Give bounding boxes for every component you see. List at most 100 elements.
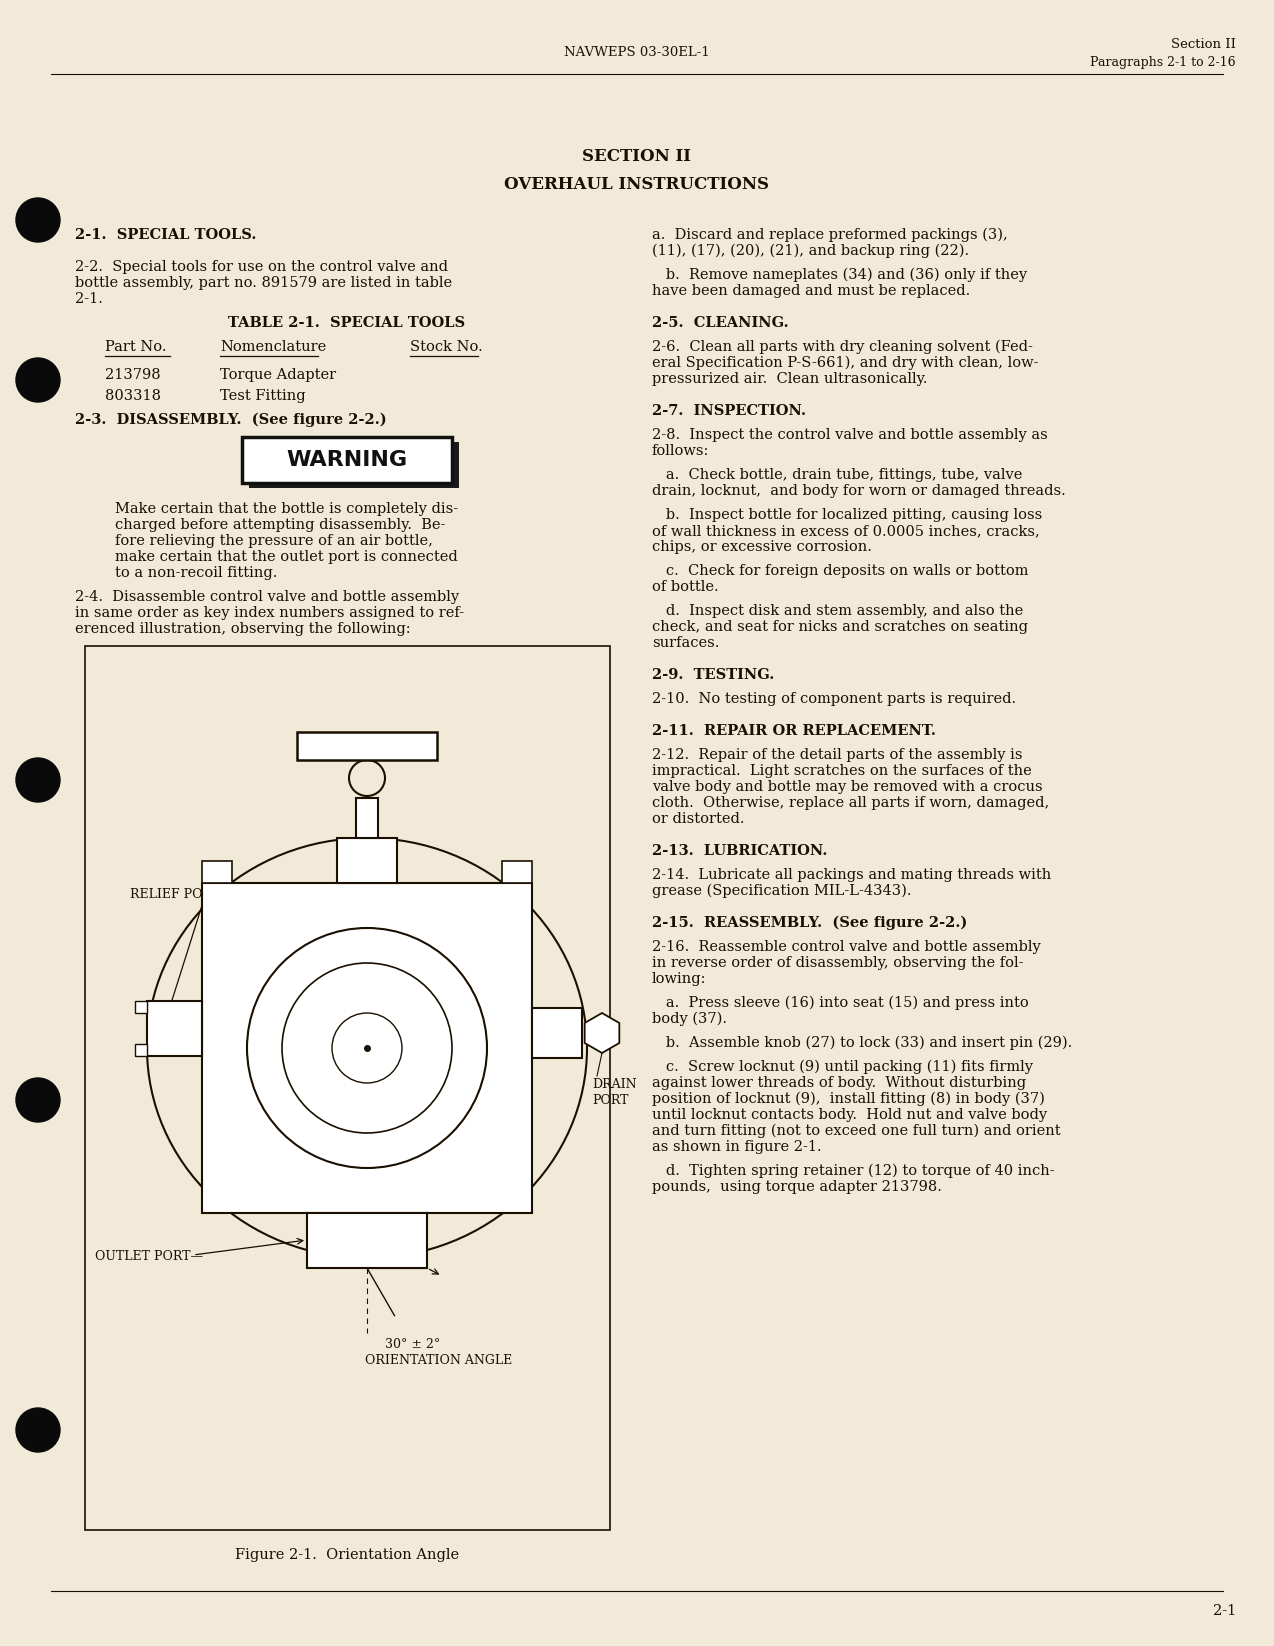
FancyBboxPatch shape (203, 861, 232, 882)
Text: SECTION II: SECTION II (582, 148, 692, 165)
Text: 2-11.  REPAIR OR REPLACEMENT.: 2-11. REPAIR OR REPLACEMENT. (652, 724, 936, 737)
Text: b.  Remove nameplates (34) and (36) only if they: b. Remove nameplates (34) and (36) only … (652, 268, 1027, 283)
Text: 213798: 213798 (104, 369, 161, 382)
Text: of bottle.: of bottle. (652, 579, 719, 594)
Text: Stock No.: Stock No. (410, 341, 483, 354)
FancyBboxPatch shape (135, 1044, 147, 1057)
Text: cloth.  Otherwise, replace all parts if worn, damaged,: cloth. Otherwise, replace all parts if w… (652, 797, 1050, 810)
Text: 2-8.  Inspect the control valve and bottle assembly as: 2-8. Inspect the control valve and bottl… (652, 428, 1047, 443)
Text: 2-1: 2-1 (1213, 1603, 1236, 1618)
Text: check, and seat for nicks and scratches on seating: check, and seat for nicks and scratches … (652, 621, 1028, 634)
Text: 2-1.  SPECIAL TOOLS.: 2-1. SPECIAL TOOLS. (75, 229, 256, 242)
Text: ORIENTATION ANGLE: ORIENTATION ANGLE (364, 1355, 512, 1366)
Text: c.  Check for foreign deposits on walls or bottom: c. Check for foreign deposits on walls o… (652, 565, 1028, 578)
Text: d.  Inspect disk and stem assembly, and also the: d. Inspect disk and stem assembly, and a… (652, 604, 1023, 617)
Text: 2-2.  Special tools for use on the control valve and: 2-2. Special tools for use on the contro… (75, 260, 448, 273)
Text: impractical.  Light scratches on the surfaces of the: impractical. Light scratches on the surf… (652, 764, 1032, 779)
Text: 2-16.  Reassemble control valve and bottle assembly: 2-16. Reassemble control valve and bottl… (652, 940, 1041, 955)
Text: Make certain that the bottle is completely dis-: Make certain that the bottle is complete… (115, 502, 459, 515)
Text: Figure 2-1.  Orientation Angle: Figure 2-1. Orientation Angle (234, 1547, 459, 1562)
FancyBboxPatch shape (297, 732, 437, 760)
Text: drain, locknut,  and body for worn or damaged threads.: drain, locknut, and body for worn or dam… (652, 484, 1066, 499)
Text: Nomenclature: Nomenclature (220, 341, 326, 354)
Text: a.  Press sleeve (16) into seat (15) and press into: a. Press sleeve (16) into seat (15) and … (652, 996, 1028, 1011)
Text: 2-7.  INSPECTION.: 2-7. INSPECTION. (652, 403, 806, 418)
Text: 2-13.  LUBRICATION.: 2-13. LUBRICATION. (652, 844, 827, 858)
Text: Paragraphs 2-1 to 2-16: Paragraphs 2-1 to 2-16 (1091, 56, 1236, 69)
Circle shape (17, 1407, 60, 1452)
Text: OVERHAUL INSTRUCTIONS: OVERHAUL INSTRUCTIONS (505, 176, 769, 193)
Text: Test Fitting: Test Fitting (220, 388, 306, 403)
Text: 2-12.  Repair of the detail parts of the assembly is: 2-12. Repair of the detail parts of the … (652, 747, 1023, 762)
Text: of wall thickness in excess of 0.0005 inches, cracks,: of wall thickness in excess of 0.0005 in… (652, 523, 1040, 538)
Text: follows:: follows: (652, 444, 710, 458)
Text: RELIEF PORT: RELIEF PORT (130, 887, 220, 900)
Text: 2-9.  TESTING.: 2-9. TESTING. (652, 668, 775, 681)
Text: Torque Adapter: Torque Adapter (220, 369, 336, 382)
Text: pressurized air.  Clean ultrasonically.: pressurized air. Clean ultrasonically. (652, 372, 927, 387)
Text: surfaces.: surfaces. (652, 635, 720, 650)
Text: body (37).: body (37). (652, 1012, 727, 1027)
FancyBboxPatch shape (85, 645, 610, 1531)
Text: bottle assembly, part no. 891579 are listed in table: bottle assembly, part no. 891579 are lis… (75, 277, 452, 290)
Circle shape (17, 357, 60, 402)
Text: have been damaged and must be replaced.: have been damaged and must be replaced. (652, 285, 971, 298)
FancyBboxPatch shape (338, 838, 397, 882)
Text: lowing:: lowing: (652, 973, 707, 986)
Text: d.  Tighten spring retainer (12) to torque of 40 inch-: d. Tighten spring retainer (12) to torqu… (652, 1164, 1055, 1179)
Text: DRAIN: DRAIN (592, 1078, 637, 1091)
Text: position of locknut (9),  install fitting (8) in body (37): position of locknut (9), install fitting… (652, 1091, 1045, 1106)
Text: a.  Discard and replace preformed packings (3),: a. Discard and replace preformed packing… (652, 229, 1008, 242)
Text: or distorted.: or distorted. (652, 811, 744, 826)
Text: b.  Assemble knob (27) to lock (33) and insert pin (29).: b. Assemble knob (27) to lock (33) and i… (652, 1035, 1073, 1050)
Text: PORT: PORT (592, 1095, 628, 1108)
Text: 2-5.  CLEANING.: 2-5. CLEANING. (652, 316, 789, 329)
Text: a.  Check bottle, drain tube, fittings, tube, valve: a. Check bottle, drain tube, fittings, t… (652, 467, 1022, 482)
FancyBboxPatch shape (135, 1001, 147, 1012)
FancyBboxPatch shape (355, 798, 378, 838)
FancyBboxPatch shape (242, 436, 452, 482)
Text: valve body and bottle may be removed with a crocus: valve body and bottle may be removed wit… (652, 780, 1042, 793)
Text: OUTLET PORT—: OUTLET PORT— (96, 1249, 203, 1262)
FancyBboxPatch shape (533, 1007, 582, 1058)
Text: 2-1.: 2-1. (75, 291, 103, 306)
FancyBboxPatch shape (147, 1001, 203, 1057)
Circle shape (17, 1078, 60, 1123)
Text: c.  Screw locknut (9) until packing (11) fits firmly: c. Screw locknut (9) until packing (11) … (652, 1060, 1033, 1075)
Text: (11), (17), (20), (21), and backup ring (22).: (11), (17), (20), (21), and backup ring … (652, 244, 970, 258)
Text: fore relieving the pressure of an air bottle,: fore relieving the pressure of an air bo… (115, 533, 433, 548)
FancyBboxPatch shape (307, 1213, 427, 1267)
Circle shape (17, 198, 60, 242)
Text: TABLE 2-1.  SPECIAL TOOLS: TABLE 2-1. SPECIAL TOOLS (228, 316, 465, 329)
Text: Section II: Section II (1171, 38, 1236, 51)
Text: charged before attempting disassembly.  Be-: charged before attempting disassembly. B… (115, 518, 446, 532)
Text: in reverse order of disassembly, observing the fol-: in reverse order of disassembly, observi… (652, 956, 1023, 969)
Text: Part No.: Part No. (104, 341, 167, 354)
Text: in same order as key index numbers assigned to ref-: in same order as key index numbers assig… (75, 606, 464, 621)
Text: chips, or excessive corrosion.: chips, or excessive corrosion. (652, 540, 871, 555)
Text: pounds,  using torque adapter 213798.: pounds, using torque adapter 213798. (652, 1180, 941, 1193)
Text: 2-14.  Lubricate all packings and mating threads with: 2-14. Lubricate all packings and mating … (652, 867, 1051, 882)
Text: eral Specification P-S-661), and dry with clean, low-: eral Specification P-S-661), and dry wit… (652, 356, 1038, 370)
Text: until locknut contacts body.  Hold nut and valve body: until locknut contacts body. Hold nut an… (652, 1108, 1047, 1123)
Text: 2-10.  No testing of component parts is required.: 2-10. No testing of component parts is r… (652, 691, 1017, 706)
Text: 803318: 803318 (104, 388, 161, 403)
Text: 2-6.  Clean all parts with dry cleaning solvent (Fed-: 2-6. Clean all parts with dry cleaning s… (652, 341, 1033, 354)
FancyBboxPatch shape (502, 861, 533, 882)
Text: 2-4.  Disassemble control valve and bottle assembly: 2-4. Disassemble control valve and bottl… (75, 589, 459, 604)
FancyBboxPatch shape (203, 882, 533, 1213)
Text: as shown in figure 2-1.: as shown in figure 2-1. (652, 1141, 822, 1154)
Text: erenced illustration, observing the following:: erenced illustration, observing the foll… (75, 622, 410, 635)
Text: and turn fitting (not to exceed one full turn) and orient: and turn fitting (not to exceed one full… (652, 1124, 1061, 1139)
Text: 2-3.  DISASSEMBLY.  (See figure 2-2.): 2-3. DISASSEMBLY. (See figure 2-2.) (75, 413, 386, 428)
Text: grease (Specification MIL-L-4343).: grease (Specification MIL-L-4343). (652, 884, 911, 899)
Text: 30° ± 2°: 30° ± 2° (385, 1338, 441, 1351)
Text: 2-15.  REASSEMBLY.  (See figure 2-2.): 2-15. REASSEMBLY. (See figure 2-2.) (652, 917, 967, 930)
Text: make certain that the outlet port is connected: make certain that the outlet port is con… (115, 550, 457, 565)
FancyBboxPatch shape (248, 441, 459, 487)
Text: WARNING: WARNING (287, 449, 408, 469)
Circle shape (17, 759, 60, 802)
Text: against lower threads of body.  Without disturbing: against lower threads of body. Without d… (652, 1076, 1026, 1090)
Polygon shape (585, 1012, 619, 1053)
Text: to a non-recoil fitting.: to a non-recoil fitting. (115, 566, 278, 579)
